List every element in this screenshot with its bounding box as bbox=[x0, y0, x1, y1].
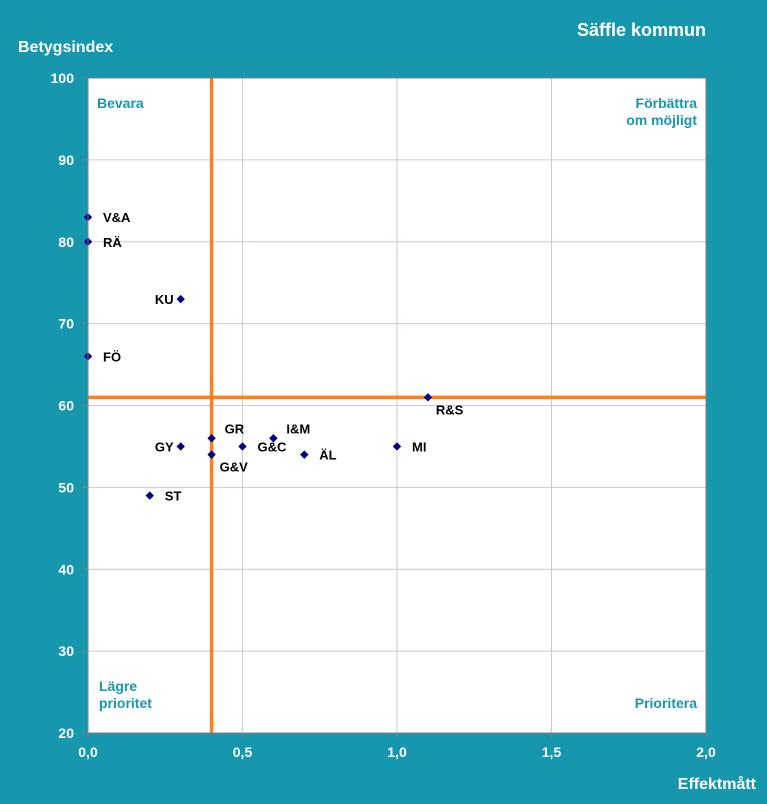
data-point-label: R&S bbox=[436, 402, 464, 417]
data-point-marker bbox=[269, 434, 278, 443]
quadrant-label-bottom-right: Prioritera bbox=[635, 695, 697, 711]
data-point-marker bbox=[300, 450, 309, 459]
data-point-label: RÄ bbox=[103, 235, 122, 250]
y-tick-label: 40 bbox=[58, 561, 74, 577]
y-tick-label: 50 bbox=[58, 479, 74, 495]
data-point-label: GR bbox=[225, 421, 245, 436]
x-tick-label: 1,0 bbox=[387, 744, 407, 760]
data-point-marker bbox=[423, 393, 433, 402]
data-point-marker bbox=[207, 450, 216, 459]
data-point-marker bbox=[176, 294, 185, 304]
y-tick-label: 60 bbox=[58, 398, 74, 414]
quadrant-label-top-right: om möjligt bbox=[626, 112, 697, 128]
data-point-marker bbox=[176, 442, 185, 451]
data-point-marker bbox=[238, 442, 247, 451]
y-axis-title: Betygsindex bbox=[18, 39, 113, 56]
plot-border bbox=[87, 77, 707, 734]
chart-title: Säffle kommun bbox=[577, 20, 706, 40]
data-point-label: GY bbox=[155, 439, 174, 454]
y-tick-label: 100 bbox=[51, 70, 75, 86]
quadrant-label-top-right: Förbättra bbox=[636, 95, 698, 111]
data-point-label: ÄL bbox=[319, 448, 336, 463]
reference-lines bbox=[88, 78, 706, 733]
data-point-label: V&A bbox=[103, 210, 131, 225]
data-points: V&A RÄ KU FÖ R&S GY GR G&V G&C I&M ÄL MI ST bbox=[83, 210, 464, 504]
y-tick-label: 70 bbox=[58, 316, 74, 332]
data-point-label: G&C bbox=[258, 439, 288, 454]
x-tick-label: 2,0 bbox=[696, 744, 716, 760]
y-tick-label: 90 bbox=[58, 152, 74, 168]
y-tick-label: 80 bbox=[58, 234, 74, 250]
x-axis-title: Effektmått bbox=[678, 775, 757, 793]
x-tick-label: 0,0 bbox=[78, 744, 98, 760]
data-point-marker bbox=[392, 442, 402, 451]
quadrant-label-bottom-left: prioritet bbox=[99, 695, 152, 711]
quadrant-label-bottom-left: Lägre bbox=[99, 678, 137, 694]
data-point-marker bbox=[207, 434, 216, 443]
data-point-label: KU bbox=[155, 292, 174, 307]
data-point-label: I&M bbox=[286, 421, 310, 436]
data-point-label: ST bbox=[165, 489, 182, 504]
data-point-label: G&V bbox=[220, 460, 249, 475]
x-tick-label: 1,5 bbox=[542, 744, 562, 760]
axis-ticks: 20 30 40 50 60 70 80 90 100 0,0 0,5 1,0 1,5 2,0 bbox=[51, 70, 716, 760]
x-tick-label: 0,5 bbox=[233, 744, 253, 760]
data-point-label: FÖ bbox=[103, 349, 121, 364]
data-point-label: MI bbox=[412, 439, 426, 454]
data-point-marker bbox=[145, 491, 154, 500]
y-tick-label: 30 bbox=[58, 643, 74, 659]
quadrant-label-top-left: Bevara bbox=[97, 95, 144, 111]
y-tick-label: 20 bbox=[58, 725, 74, 741]
